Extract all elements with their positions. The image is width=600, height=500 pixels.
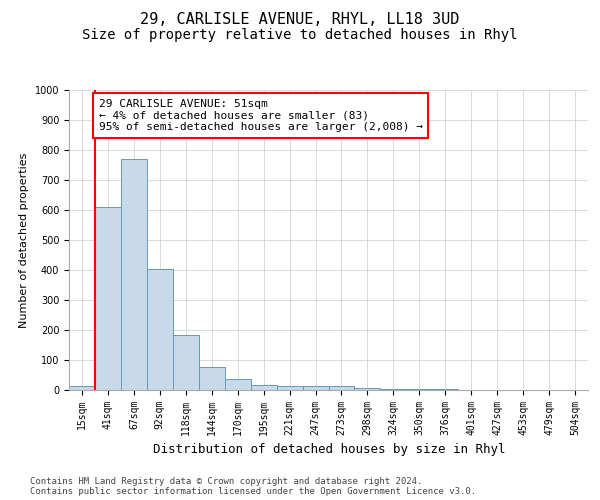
Bar (355, 388, 380, 390)
Bar (380, 389, 406, 390)
Text: 29 CARLISLE AVENUE: 51sqm
← 4% of detached houses are smaller (83)
95% of semi-d: 29 CARLISLE AVENUE: 51sqm ← 4% of detach… (99, 99, 423, 132)
Bar (329, 386, 355, 390)
Bar (251, 384, 277, 390)
Bar (302, 386, 329, 390)
Bar (147, 268, 173, 390)
Bar (95, 207, 121, 390)
Text: Size of property relative to detached houses in Rhyl: Size of property relative to detached ho… (82, 28, 518, 42)
Bar (121, 159, 147, 390)
Text: 29, CARLISLE AVENUE, RHYL, LL18 3UD: 29, CARLISLE AVENUE, RHYL, LL18 3UD (140, 12, 460, 28)
Bar (69, 386, 95, 390)
Bar (225, 379, 251, 390)
Bar (173, 334, 199, 390)
Bar (277, 386, 302, 390)
Text: Contains HM Land Registry data © Crown copyright and database right 2024.: Contains HM Land Registry data © Crown c… (30, 478, 422, 486)
Text: Distribution of detached houses by size in Rhyl: Distribution of detached houses by size … (152, 442, 505, 456)
Bar (406, 389, 432, 390)
Bar (199, 366, 224, 390)
Text: Contains public sector information licensed under the Open Government Licence v3: Contains public sector information licen… (30, 488, 476, 496)
Y-axis label: Number of detached properties: Number of detached properties (19, 152, 29, 328)
